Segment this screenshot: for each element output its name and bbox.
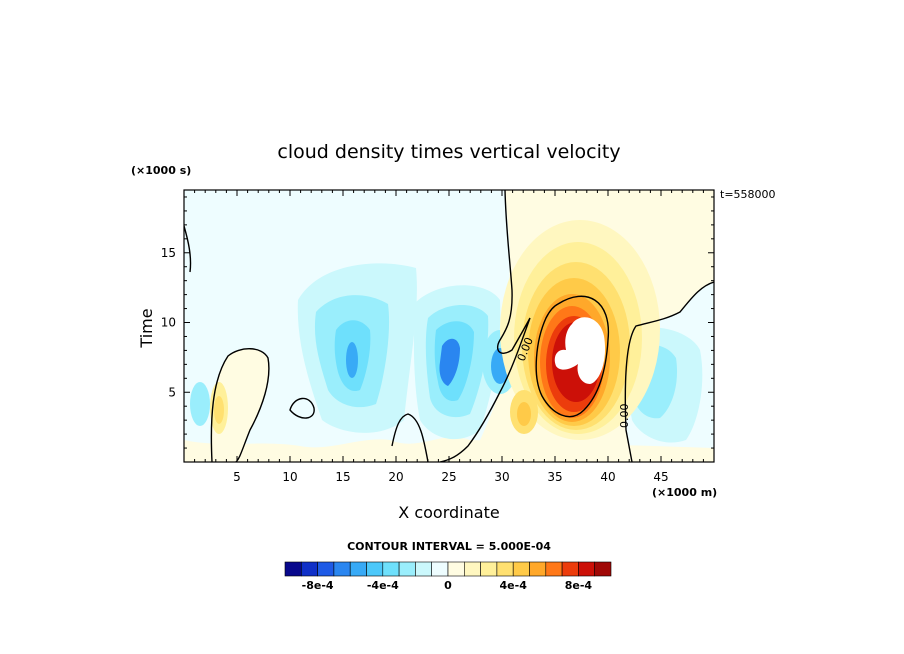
left-warm-core [214, 396, 224, 424]
zero-contours [184, 190, 714, 462]
y-tick-label: 10 [161, 316, 176, 330]
x-tick-label: 25 [441, 470, 456, 484]
ground-strip [184, 437, 714, 462]
colorbar-tick-label: -8e-4 [302, 579, 334, 592]
warm-cell-peak [554, 317, 606, 384]
contour-label-2: 0.00 [618, 404, 631, 429]
colorbar-swatch [594, 561, 612, 577]
cool-cell-2-core [439, 338, 460, 386]
zero-contour-bump-1 [289, 397, 315, 419]
colorbar-swatch [496, 561, 514, 577]
colorbar-swatch [333, 561, 351, 577]
zero-contour-right [624, 281, 714, 462]
x-axis-ticks: 5 10 15 20 25 30 35 40 45 [194, 190, 704, 484]
x-tick-label: 45 [653, 470, 668, 484]
colorbar-swatch [480, 561, 498, 577]
x-tick-label: 30 [494, 470, 509, 484]
colorbar-ticks: -8e-4 -4e-4 0 4e-4 8e-4 [302, 579, 593, 592]
x-tick-label: 10 [282, 470, 297, 484]
cool-cell-1-core [346, 342, 358, 378]
colorbar-tick-label: -4e-4 [367, 579, 399, 592]
left-cool-edge [190, 382, 210, 426]
colorbar-swatch [284, 561, 302, 577]
colorbar-swatch [447, 561, 465, 577]
colorbar-tick-label: 4e-4 [500, 579, 528, 592]
chart-title: cloud density times vertical velocity [277, 141, 620, 163]
x-tick-label: 15 [335, 470, 350, 484]
timestamp-label: t=558000 [720, 188, 776, 201]
colorbar-swatch [463, 561, 481, 577]
colorbar-swatch [545, 561, 563, 577]
colorbar-swatch [431, 561, 449, 577]
colorbar-tick-label: 8e-4 [565, 579, 593, 592]
y-tick-label: 15 [161, 246, 176, 260]
field-layer [184, 190, 714, 462]
colorbar [284, 561, 612, 577]
zero-contour-peak [535, 295, 610, 418]
x-axis-label: X coordinate [398, 503, 499, 522]
warm-cell-secondary-core [517, 402, 531, 426]
colorbar-swatch [317, 561, 335, 577]
y-tick-label: 5 [168, 385, 176, 399]
colorbar-swatch [529, 561, 547, 577]
x-tick-label: 40 [600, 470, 615, 484]
colorbar-swatch [300, 561, 318, 577]
left-positive-blob [211, 348, 269, 462]
colorbar-swatch [512, 561, 530, 577]
zero-contour-left-edge [184, 225, 192, 273]
zero-contour-bump-2 [391, 413, 429, 462]
colorbar-swatch [578, 561, 596, 577]
x-tick-label: 20 [388, 470, 403, 484]
x-tick-label: 35 [547, 470, 562, 484]
y-axis-unit: (×1000 s) [131, 164, 191, 177]
zero-contour-left-blob [210, 348, 270, 462]
colorbar-swatch [561, 561, 579, 577]
y-axis-label: Time [137, 308, 156, 348]
y-axis-ticks: 5 10 15 [161, 196, 714, 449]
colorbar-swatch [366, 561, 384, 577]
colorbar-swatch [349, 561, 367, 577]
colorbar-swatch [398, 561, 416, 577]
contour-interval-text: CONTOUR INTERVAL = 5.000E-04 [347, 540, 551, 553]
x-tick-label: 5 [233, 470, 241, 484]
colorbar-swatch [382, 561, 400, 577]
colorbar-swatch [415, 561, 432, 577]
x-axis-unit: (×1000 m) [652, 486, 717, 499]
zero-contour-main [439, 190, 531, 462]
colorbar-tick-label: 0 [444, 579, 452, 592]
